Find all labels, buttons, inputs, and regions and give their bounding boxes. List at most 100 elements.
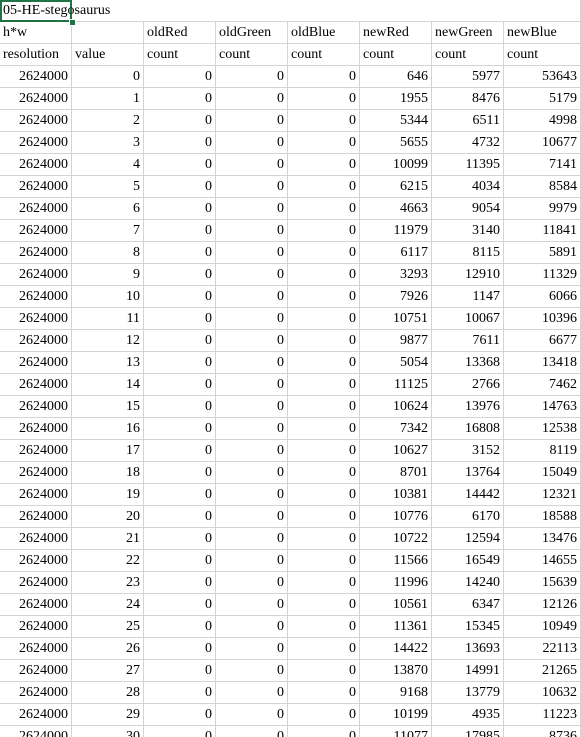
- cell-oldred[interactable]: 0: [144, 550, 216, 572]
- cell-value[interactable]: 9: [72, 264, 144, 286]
- cell-oldred[interactable]: 0: [144, 374, 216, 396]
- cell-resolution[interactable]: 2624000: [0, 660, 72, 682]
- cell-resolution[interactable]: 2624000: [0, 308, 72, 330]
- cell-newgreen[interactable]: 13779: [432, 682, 504, 704]
- cell-resolution[interactable]: 2624000: [0, 440, 72, 462]
- header-unit-oldgreen[interactable]: count: [216, 44, 288, 66]
- cell-oldgreen[interactable]: 0: [216, 594, 288, 616]
- cell-oldred[interactable]: 0: [144, 594, 216, 616]
- cell-value[interactable]: 11: [72, 308, 144, 330]
- cell-oldred[interactable]: 0: [144, 286, 216, 308]
- cell-value[interactable]: 4: [72, 154, 144, 176]
- cell-resolution[interactable]: 2624000: [0, 484, 72, 506]
- cell-newblue[interactable]: 21265: [504, 660, 581, 682]
- header-oldblue[interactable]: oldBlue: [288, 22, 360, 44]
- cell-newblue[interactable]: 11841: [504, 220, 581, 242]
- empty-cell[interactable]: [432, 0, 504, 22]
- cell-oldgreen[interactable]: 0: [216, 374, 288, 396]
- cell-oldgreen[interactable]: 0: [216, 110, 288, 132]
- cell-newblue[interactable]: 13476: [504, 528, 581, 550]
- empty-cell[interactable]: [360, 0, 432, 22]
- cell-value[interactable]: 16: [72, 418, 144, 440]
- cell-oldgreen[interactable]: 0: [216, 462, 288, 484]
- cell-newred[interactable]: 11077: [360, 726, 432, 737]
- cell-newgreen[interactable]: 14240: [432, 572, 504, 594]
- cell-oldgreen[interactable]: 0: [216, 616, 288, 638]
- cell-oldgreen[interactable]: 0: [216, 286, 288, 308]
- cell-oldred[interactable]: 0: [144, 198, 216, 220]
- cell-newred[interactable]: 10722: [360, 528, 432, 550]
- cell-newgreen[interactable]: 13764: [432, 462, 504, 484]
- cell-oldgreen[interactable]: 0: [216, 682, 288, 704]
- cell-oldblue[interactable]: 0: [288, 264, 360, 286]
- cell-newred[interactable]: 5344: [360, 110, 432, 132]
- cell-newblue[interactable]: 7141: [504, 154, 581, 176]
- empty-cell[interactable]: [72, 0, 144, 22]
- cell-resolution[interactable]: 2624000: [0, 616, 72, 638]
- cell-oldblue[interactable]: 0: [288, 528, 360, 550]
- cell-oldblue[interactable]: 0: [288, 550, 360, 572]
- cell-resolution[interactable]: 2624000: [0, 110, 72, 132]
- cell-newblue[interactable]: 53643: [504, 66, 581, 88]
- cell-oldred[interactable]: 0: [144, 242, 216, 264]
- cell-newgreen[interactable]: 4935: [432, 704, 504, 726]
- cell-oldgreen[interactable]: 0: [216, 506, 288, 528]
- cell-value[interactable]: 1: [72, 88, 144, 110]
- cell-oldblue[interactable]: 0: [288, 484, 360, 506]
- cell-newgreen[interactable]: 10067: [432, 308, 504, 330]
- header-unit-resolution[interactable]: resolution: [0, 44, 72, 66]
- cell-value[interactable]: 2: [72, 110, 144, 132]
- cell-value[interactable]: 21: [72, 528, 144, 550]
- cell-value[interactable]: 20: [72, 506, 144, 528]
- header-unit-value[interactable]: value: [72, 44, 144, 66]
- cell-newgreen[interactable]: 13976: [432, 396, 504, 418]
- header-unit-newblue[interactable]: count: [504, 44, 581, 66]
- cell-oldred[interactable]: 0: [144, 484, 216, 506]
- cell-newgreen[interactable]: 4034: [432, 176, 504, 198]
- cell-newred[interactable]: 6117: [360, 242, 432, 264]
- cell-oldred[interactable]: 0: [144, 682, 216, 704]
- cell-oldred[interactable]: 0: [144, 264, 216, 286]
- cell-oldblue[interactable]: 0: [288, 682, 360, 704]
- cell-resolution[interactable]: 2624000: [0, 176, 72, 198]
- cell-resolution[interactable]: 2624000: [0, 286, 72, 308]
- cell-oldgreen[interactable]: 0: [216, 528, 288, 550]
- cell-resolution[interactable]: 2624000: [0, 220, 72, 242]
- cell-resolution[interactable]: 2624000: [0, 572, 72, 594]
- cell-value[interactable]: 6: [72, 198, 144, 220]
- cell-newblue[interactable]: 10677: [504, 132, 581, 154]
- cell-value[interactable]: 17: [72, 440, 144, 462]
- header-oldgreen[interactable]: oldGreen: [216, 22, 288, 44]
- cell-newred[interactable]: 4663: [360, 198, 432, 220]
- cell-oldgreen[interactable]: 0: [216, 198, 288, 220]
- cell-value[interactable]: 0: [72, 66, 144, 88]
- cell-value[interactable]: 14: [72, 374, 144, 396]
- empty-cell[interactable]: [288, 0, 360, 22]
- cell-resolution[interactable]: 2624000: [0, 506, 72, 528]
- cell-resolution[interactable]: 2624000: [0, 550, 72, 572]
- cell-resolution[interactable]: 2624000: [0, 66, 72, 88]
- cell-newblue[interactable]: 8119: [504, 440, 581, 462]
- cell-oldred[interactable]: 0: [144, 462, 216, 484]
- cell-newred[interactable]: 10199: [360, 704, 432, 726]
- cell-oldred[interactable]: 0: [144, 308, 216, 330]
- cell-oldblue[interactable]: 0: [288, 88, 360, 110]
- cell-value[interactable]: 28: [72, 682, 144, 704]
- cell-oldblue[interactable]: 0: [288, 242, 360, 264]
- cell-newgreen[interactable]: 1147: [432, 286, 504, 308]
- cell-newblue[interactable]: 10949: [504, 616, 581, 638]
- cell-value[interactable]: 5: [72, 176, 144, 198]
- cell-newgreen[interactable]: 13693: [432, 638, 504, 660]
- cell-oldblue[interactable]: 0: [288, 132, 360, 154]
- cell-resolution[interactable]: 2624000: [0, 462, 72, 484]
- cell-oldgreen[interactable]: 0: [216, 440, 288, 462]
- cell-value[interactable]: 19: [72, 484, 144, 506]
- cell-newblue[interactable]: 11223: [504, 704, 581, 726]
- cell-oldgreen[interactable]: 0: [216, 660, 288, 682]
- cell-newblue[interactable]: 6677: [504, 330, 581, 352]
- cell-newred[interactable]: 10624: [360, 396, 432, 418]
- header-oldred[interactable]: oldRed: [144, 22, 216, 44]
- cell-newgreen[interactable]: 13368: [432, 352, 504, 374]
- cell-newgreen[interactable]: 3152: [432, 440, 504, 462]
- cell-newblue[interactable]: 12321: [504, 484, 581, 506]
